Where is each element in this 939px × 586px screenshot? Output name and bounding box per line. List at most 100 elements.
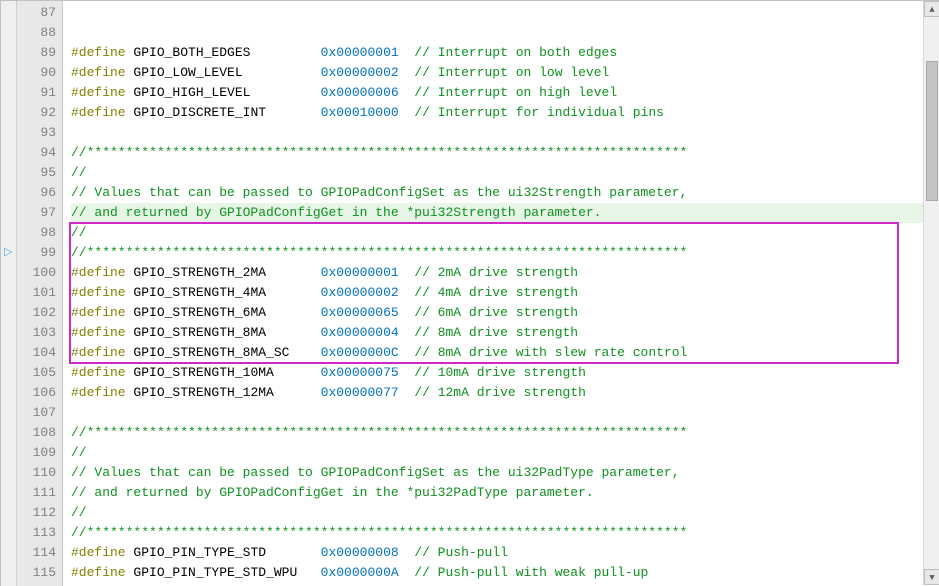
line-number: 115 bbox=[17, 563, 56, 583]
macro-value: 0x00000008 bbox=[321, 545, 399, 560]
scroll-up-button[interactable]: ▲ bbox=[924, 1, 939, 17]
comment-text: // bbox=[71, 445, 87, 460]
code-line[interactable]: #define GPIO_STRENGTH_8MA_SC 0x0000000C … bbox=[71, 343, 939, 363]
code-line[interactable]: // bbox=[71, 443, 939, 463]
macro-name: GPIO_PIN_TYPE_STD_WPU bbox=[133, 565, 297, 580]
line-number: 90 bbox=[17, 63, 56, 83]
macro-value: 0x00000077 bbox=[321, 385, 399, 400]
code-line[interactable]: // Values that can be passed to GPIOPadC… bbox=[71, 183, 939, 203]
code-line[interactable]: #define GPIO_PIN_TYPE_STD_WPU 0x0000000A… bbox=[71, 563, 939, 583]
line-number: 89 bbox=[17, 43, 56, 63]
scroll-down-button[interactable]: ▼ bbox=[924, 569, 939, 585]
macro-name: GPIO_PIN_TYPE_STD bbox=[133, 545, 266, 560]
code-line[interactable]: #define GPIO_DISCRETE_INT 0x00010000 // … bbox=[71, 103, 939, 123]
line-number: 88 bbox=[17, 23, 56, 43]
macro-value: 0x00000006 bbox=[321, 85, 399, 100]
line-number: 94 bbox=[17, 143, 56, 163]
comment-text: // 8mA drive strength bbox=[414, 325, 578, 340]
code-line[interactable]: // bbox=[71, 223, 939, 243]
comment-text: //**************************************… bbox=[71, 525, 687, 540]
comment-text: // Values that can be passed to GPIOPadC… bbox=[71, 465, 680, 480]
vertical-scrollbar[interactable]: ▲ ▼ bbox=[923, 1, 939, 585]
comment-text: // Interrupt on high level bbox=[414, 85, 617, 100]
line-number: 105 bbox=[17, 363, 56, 383]
preproc-keyword: #define bbox=[71, 385, 126, 400]
macro-name: GPIO_DISCRETE_INT bbox=[133, 105, 266, 120]
current-line-marker-icon: ▷ bbox=[4, 248, 14, 258]
code-line[interactable]: #define GPIO_STRENGTH_2MA 0x00000001 // … bbox=[71, 263, 939, 283]
line-number: 93 bbox=[17, 123, 56, 143]
comment-text: // Values that can be passed to GPIOPadC… bbox=[71, 185, 687, 200]
macro-name: GPIO_STRENGTH_10MA bbox=[133, 365, 273, 380]
line-number: 114 bbox=[17, 543, 56, 563]
code-line[interactable]: #define GPIO_PIN_TYPE_STD 0x00000008 // … bbox=[71, 543, 939, 563]
code-line[interactable]: // bbox=[71, 503, 939, 523]
comment-text: // 6mA drive strength bbox=[414, 305, 578, 320]
macro-name: GPIO_STRENGTH_12MA bbox=[133, 385, 273, 400]
code-line[interactable]: // Values that can be passed to GPIOPadC… bbox=[71, 463, 939, 483]
comment-text: // and returned by GPIOPadConfigGet in t… bbox=[71, 485, 594, 500]
preproc-keyword: #define bbox=[71, 545, 126, 560]
line-number: 106 bbox=[17, 383, 56, 403]
code-line[interactable]: //**************************************… bbox=[71, 523, 939, 543]
preproc-keyword: #define bbox=[71, 565, 126, 580]
code-editor[interactable]: ▷ 87888990919293949596979899100101102103… bbox=[0, 0, 939, 586]
macro-name: GPIO_STRENGTH_8MA bbox=[133, 325, 266, 340]
preproc-keyword: #define bbox=[71, 265, 126, 280]
code-line[interactable]: // bbox=[71, 163, 939, 183]
line-number: 91 bbox=[17, 83, 56, 103]
preproc-keyword: #define bbox=[71, 305, 126, 320]
line-number: 95 bbox=[17, 163, 56, 183]
preproc-keyword: #define bbox=[71, 65, 126, 80]
line-number: 97 bbox=[17, 203, 56, 223]
code-line[interactable]: #define GPIO_STRENGTH_10MA 0x00000075 //… bbox=[71, 363, 939, 383]
line-number: 96 bbox=[17, 183, 56, 203]
comment-text: // Interrupt on low level bbox=[414, 65, 609, 80]
macro-name: GPIO_HIGH_LEVEL bbox=[133, 85, 250, 100]
comment-text: // 8mA drive with slew rate control bbox=[414, 345, 687, 360]
comment-text: //**************************************… bbox=[71, 145, 687, 160]
macro-name: GPIO_STRENGTH_4MA bbox=[133, 285, 266, 300]
line-number: 100 bbox=[17, 263, 56, 283]
preproc-keyword: #define bbox=[71, 365, 126, 380]
line-number: 113 bbox=[17, 523, 56, 543]
code-line[interactable]: #define GPIO_HIGH_LEVEL 0x00000006 // In… bbox=[71, 83, 939, 103]
code-line[interactable] bbox=[71, 403, 939, 423]
comment-text: // Push-pull bbox=[414, 545, 508, 560]
code-line[interactable]: // and returned by GPIOPadConfigGet in t… bbox=[71, 483, 939, 503]
code-line[interactable]: //**************************************… bbox=[71, 423, 939, 443]
line-number: 87 bbox=[17, 3, 56, 23]
code-line[interactable]: //**************************************… bbox=[71, 143, 939, 163]
code-area[interactable]: #define GPIO_BOTH_EDGES 0x00000001 // In… bbox=[63, 1, 939, 586]
code-line[interactable]: //**************************************… bbox=[71, 243, 939, 263]
macro-value: 0x00000075 bbox=[321, 365, 399, 380]
code-line[interactable]: #define GPIO_STRENGTH_4MA 0x00000002 // … bbox=[71, 283, 939, 303]
macro-value: 0x00000001 bbox=[321, 45, 399, 60]
comment-text: // 2mA drive strength bbox=[414, 265, 578, 280]
code-line[interactable]: #define GPIO_STRENGTH_8MA 0x00000004 // … bbox=[71, 323, 939, 343]
macro-value: 0x00010000 bbox=[321, 105, 399, 120]
code-line[interactable]: // and returned by GPIOPadConfigGet in t… bbox=[71, 203, 939, 223]
comment-text: // Interrupt for individual pins bbox=[414, 105, 664, 120]
scroll-thumb[interactable] bbox=[926, 61, 938, 201]
code-line[interactable]: #define GPIO_BOTH_EDGES 0x00000001 // In… bbox=[71, 43, 939, 63]
macro-value: 0x0000000C bbox=[321, 345, 399, 360]
code-line[interactable]: #define GPIO_STRENGTH_6MA 0x00000065 // … bbox=[71, 303, 939, 323]
macro-value: 0x00000001 bbox=[321, 265, 399, 280]
line-number: 98 bbox=[17, 223, 56, 243]
macro-name: GPIO_STRENGTH_6MA bbox=[133, 305, 266, 320]
marker-margin: ▷ bbox=[1, 1, 17, 586]
macro-value: 0x00000002 bbox=[321, 65, 399, 80]
preproc-keyword: #define bbox=[71, 85, 126, 100]
comment-text: // bbox=[71, 165, 87, 180]
code-line[interactable]: #define GPIO_STRENGTH_12MA 0x00000077 //… bbox=[71, 383, 939, 403]
code-line[interactable]: #define GPIO_LOW_LEVEL 0x00000002 // Int… bbox=[71, 63, 939, 83]
line-number: 108 bbox=[17, 423, 56, 443]
macro-name: GPIO_STRENGTH_2MA bbox=[133, 265, 266, 280]
macro-value: 0x0000000A bbox=[321, 565, 399, 580]
line-number: 102 bbox=[17, 303, 56, 323]
code-line[interactable] bbox=[71, 123, 939, 143]
line-number: 103 bbox=[17, 323, 56, 343]
preproc-keyword: #define bbox=[71, 105, 126, 120]
line-number: 111 bbox=[17, 483, 56, 503]
